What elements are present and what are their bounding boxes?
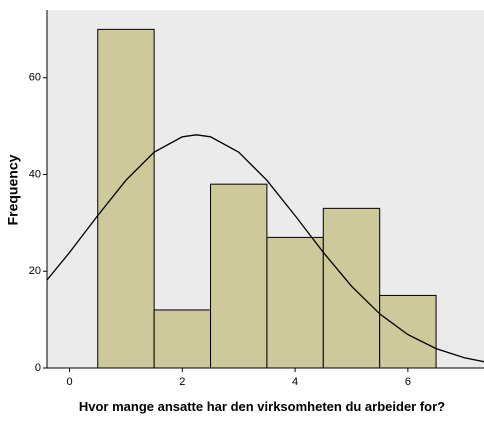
x-tick-label: 6	[405, 376, 411, 388]
bar	[379, 294, 437, 369]
y-tick-label: 60	[29, 72, 41, 84]
x-tick-label: 4	[292, 376, 298, 388]
bar	[210, 183, 268, 369]
y-tick-label: 40	[29, 168, 41, 180]
y-axis-label: Frequency	[5, 154, 21, 225]
normal-curve	[46, 134, 484, 363]
chart: Frequency 0 20 40 60 0 2 4 6	[5, 10, 484, 388]
bar	[322, 207, 381, 369]
x-axis-label: Hvor mange ansatte har den virksomheten …	[78, 399, 446, 414]
bar	[153, 309, 212, 369]
bar	[266, 236, 324, 369]
y-tick-label: 20	[29, 265, 41, 277]
bar	[97, 28, 155, 369]
y-tick-label: 0	[35, 362, 41, 374]
x-tick-label: 2	[179, 376, 185, 388]
x-tick-label: 0	[66, 376, 72, 388]
